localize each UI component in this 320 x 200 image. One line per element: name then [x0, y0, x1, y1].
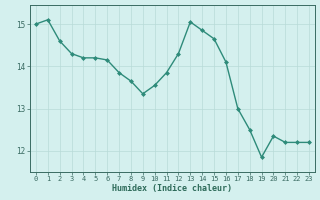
X-axis label: Humidex (Indice chaleur): Humidex (Indice chaleur) [113, 184, 233, 193]
